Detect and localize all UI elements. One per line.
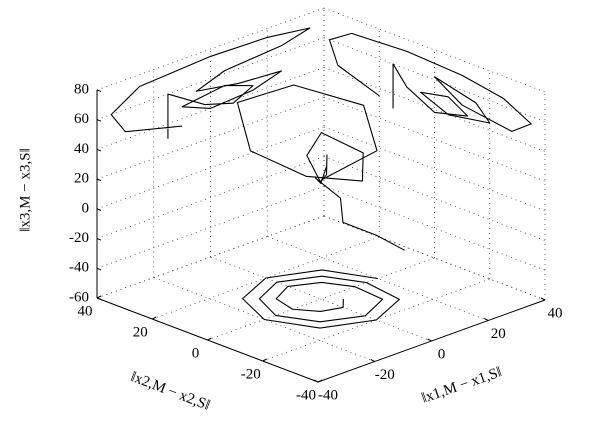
grid-line bbox=[96, 126, 325, 210]
z-tick bbox=[96, 148, 102, 152]
grid-line bbox=[96, 37, 325, 121]
y-tick-label: 20 bbox=[133, 324, 148, 340]
z-tick bbox=[96, 89, 102, 92]
z-tick-label: 40 bbox=[74, 141, 89, 157]
z-tick bbox=[96, 119, 102, 122]
z-axis-label: ‖x3,M − x3,S‖ bbox=[17, 148, 33, 232]
z-tick-label: -20 bbox=[69, 230, 89, 246]
x-tick-label: 0 bbox=[438, 346, 446, 362]
y-tick bbox=[207, 337, 212, 341]
trajectory bbox=[110, 27, 311, 139]
trajectory bbox=[242, 269, 400, 329]
grid-line bbox=[96, 156, 325, 239]
z-tick bbox=[96, 178, 102, 182]
x-tick bbox=[370, 359, 375, 362]
y-tick-label: -40 bbox=[296, 387, 316, 403]
x-tick bbox=[540, 297, 546, 301]
x-tick bbox=[427, 338, 432, 342]
y-tick-label: -20 bbox=[241, 366, 261, 382]
grid-line bbox=[96, 7, 325, 91]
y-tick-label: 40 bbox=[78, 303, 93, 319]
z-tick-label: -60 bbox=[69, 289, 89, 305]
trajectory bbox=[236, 84, 405, 251]
z-tick bbox=[96, 297, 102, 300]
z-tick-label: -40 bbox=[69, 260, 89, 276]
y-tick bbox=[96, 295, 102, 299]
x-tick bbox=[313, 379, 319, 383]
x-tick-label: 40 bbox=[548, 305, 563, 321]
y-tick bbox=[317, 379, 323, 383]
z-tick bbox=[96, 238, 102, 241]
z-tick bbox=[96, 267, 102, 271]
z-tick-label: 60 bbox=[74, 111, 89, 127]
x-tick bbox=[484, 318, 489, 321]
z-tick-label: 80 bbox=[74, 81, 89, 97]
x-axis-label: ‖x1,M − x1,S‖ bbox=[420, 364, 504, 406]
grid-line bbox=[96, 96, 325, 180]
z-tick-label: 0 bbox=[82, 200, 90, 216]
grid-line bbox=[207, 257, 435, 341]
y-axis-label: ‖x2,M − x2,S‖ bbox=[128, 369, 212, 414]
y-tick bbox=[152, 316, 157, 320]
x-tick-label: -20 bbox=[375, 367, 395, 383]
grid-line bbox=[96, 215, 325, 299]
trajectory bbox=[328, 32, 532, 132]
x-tick-label: -40 bbox=[318, 387, 338, 403]
grid-line bbox=[96, 185, 325, 269]
z-tick bbox=[96, 208, 102, 211]
y-tick-label: 0 bbox=[192, 345, 200, 361]
x-tick-label: 20 bbox=[491, 326, 506, 342]
z-tick-label: 20 bbox=[74, 171, 89, 187]
y-tick bbox=[262, 358, 267, 362]
